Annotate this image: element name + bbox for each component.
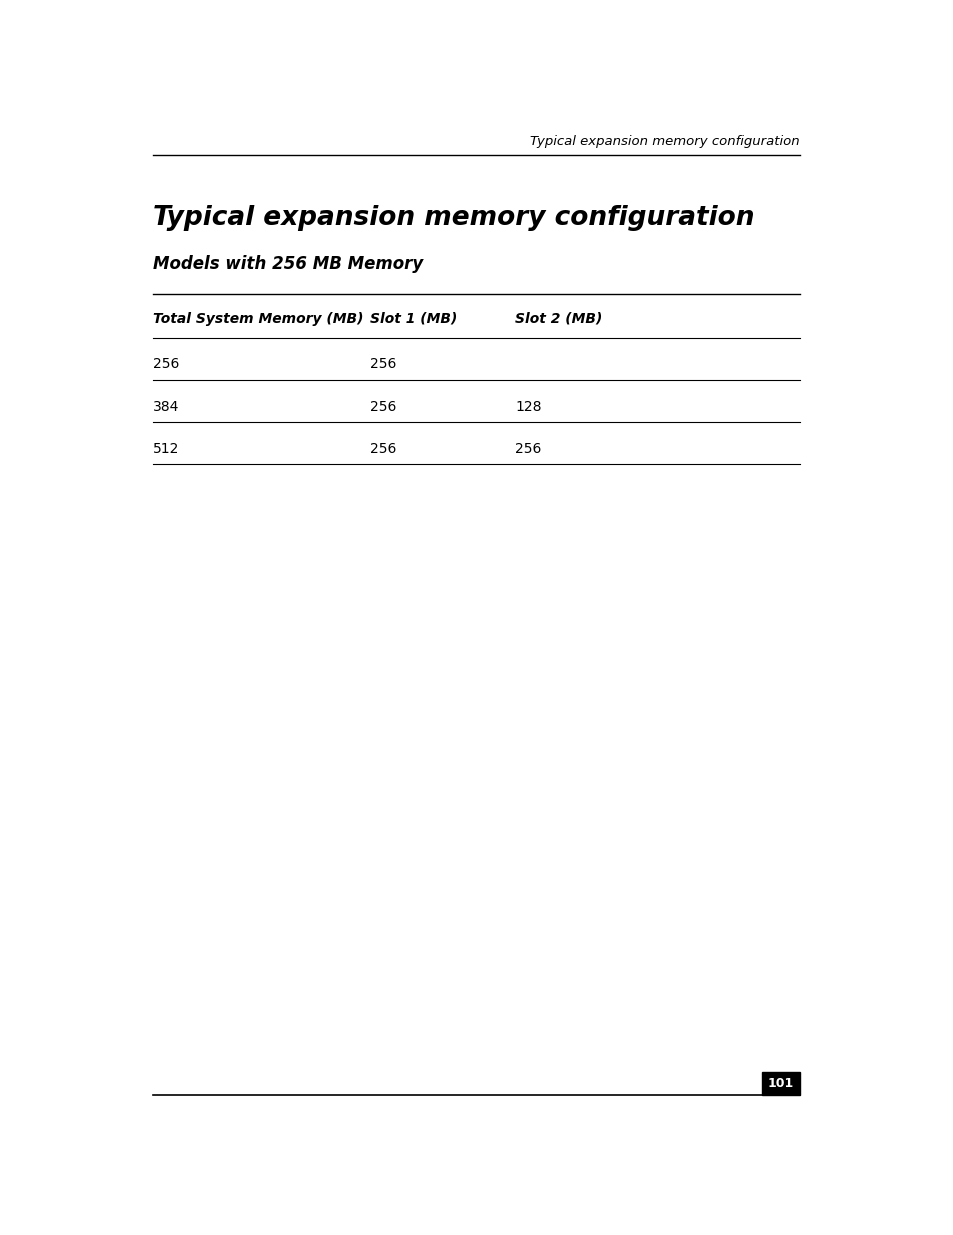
Text: Slot 2 (MB): Slot 2 (MB)	[515, 312, 601, 326]
Text: Total System Memory (MB): Total System Memory (MB)	[152, 312, 363, 326]
Text: Typical expansion memory configuration: Typical expansion memory configuration	[530, 135, 800, 148]
Text: 256: 256	[370, 400, 395, 414]
Bar	[761, 1072, 800, 1095]
Text: 256: 256	[515, 442, 540, 456]
Text: Slot 1 (MB): Slot 1 (MB)	[370, 312, 456, 326]
Text: 256: 256	[370, 442, 395, 456]
Text: Typical expansion memory configuration: Typical expansion memory configuration	[152, 205, 754, 231]
Text: 512: 512	[152, 442, 179, 456]
Text: 384: 384	[152, 400, 179, 414]
Text: 101: 101	[767, 1077, 793, 1091]
Text: 256: 256	[370, 357, 395, 370]
Text: Models with 256 MB Memory: Models with 256 MB Memory	[152, 254, 423, 273]
Text: 128: 128	[515, 400, 541, 414]
Text: 256: 256	[152, 357, 179, 370]
